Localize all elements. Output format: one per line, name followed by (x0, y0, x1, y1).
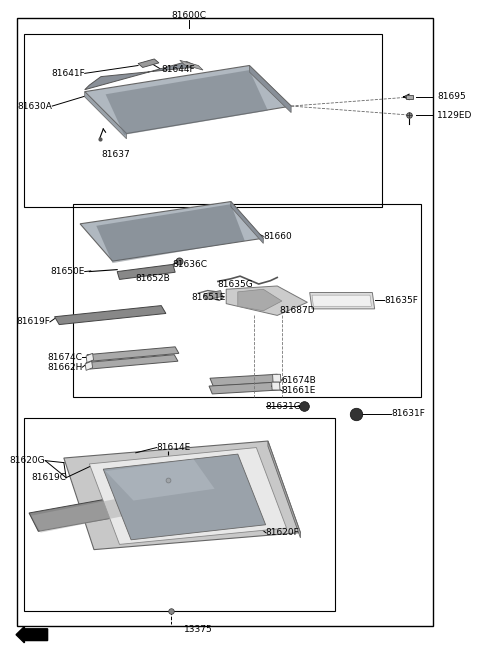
Polygon shape (55, 306, 166, 325)
Polygon shape (31, 497, 132, 533)
Polygon shape (84, 66, 291, 133)
Polygon shape (231, 202, 264, 244)
Text: 81652B: 81652B (136, 273, 170, 283)
Text: 1129ED: 1129ED (437, 111, 473, 120)
Polygon shape (273, 374, 281, 382)
Polygon shape (85, 361, 93, 371)
Polygon shape (80, 202, 264, 261)
Text: 81619F: 81619F (16, 317, 50, 327)
Polygon shape (106, 459, 215, 501)
Polygon shape (138, 59, 159, 68)
Polygon shape (84, 92, 126, 139)
Polygon shape (226, 286, 307, 315)
Text: 81620F: 81620F (265, 528, 300, 537)
Text: 81644F: 81644F (161, 65, 195, 74)
Polygon shape (86, 355, 178, 369)
Polygon shape (96, 204, 245, 263)
Polygon shape (312, 295, 372, 306)
Text: 81619C: 81619C (31, 473, 66, 482)
Polygon shape (106, 70, 268, 135)
Bar (17, 18, 432, 626)
Text: 81635F: 81635F (384, 296, 418, 305)
Text: 61674B: 61674B (282, 376, 317, 385)
Polygon shape (86, 353, 94, 363)
FancyArrow shape (16, 627, 48, 643)
Text: 81641F: 81641F (51, 69, 84, 78)
Polygon shape (272, 382, 280, 390)
Text: 81637: 81637 (101, 150, 130, 159)
Bar (73, 204, 421, 397)
Text: 81661E: 81661E (282, 386, 316, 395)
Polygon shape (180, 60, 203, 70)
Polygon shape (89, 447, 287, 545)
Text: 81620G: 81620G (10, 456, 45, 465)
Polygon shape (210, 374, 280, 386)
Text: 81695: 81695 (437, 93, 466, 101)
Polygon shape (64, 441, 300, 550)
Text: 81631F: 81631F (391, 409, 425, 418)
Polygon shape (250, 66, 291, 112)
Polygon shape (310, 292, 374, 309)
Text: 81635G: 81635G (217, 280, 252, 289)
Polygon shape (238, 289, 282, 311)
Text: 13375: 13375 (184, 625, 213, 634)
Polygon shape (103, 454, 265, 540)
Text: 81687D: 81687D (279, 306, 315, 315)
Text: 81650E: 81650E (50, 267, 84, 276)
Text: 81651E: 81651E (192, 292, 226, 302)
Polygon shape (84, 62, 198, 90)
Text: 81630A: 81630A (17, 102, 52, 110)
Text: 81660: 81660 (264, 232, 292, 240)
Polygon shape (29, 493, 147, 532)
Polygon shape (87, 347, 179, 361)
Text: 81674C: 81674C (48, 353, 83, 362)
Text: 81636C: 81636C (173, 260, 208, 269)
Text: 81662H: 81662H (47, 363, 83, 372)
Polygon shape (204, 290, 223, 300)
Polygon shape (209, 382, 279, 394)
Polygon shape (268, 441, 300, 538)
Text: 81614E: 81614E (156, 443, 191, 452)
Polygon shape (406, 95, 413, 99)
Polygon shape (117, 264, 175, 279)
Text: 81631G: 81631G (265, 402, 301, 411)
Text: FR.: FR. (22, 629, 43, 640)
Text: 81600C: 81600C (171, 11, 206, 20)
Bar (24, 418, 335, 611)
Bar (24, 34, 382, 208)
